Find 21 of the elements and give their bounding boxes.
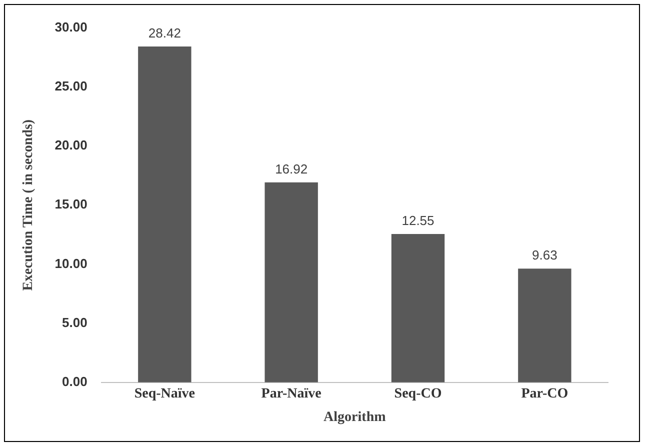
y-tick-label: 30.00 xyxy=(54,19,88,34)
y-tick-label: 25.00 xyxy=(54,78,88,94)
y-axis-title: Execution Time ( in seconds) xyxy=(21,119,36,291)
y-tick-label: 20.00 xyxy=(54,138,88,153)
bar xyxy=(518,268,572,382)
x-tick-label: Par-CO xyxy=(521,386,568,402)
x-tick-label: Seq-CO xyxy=(394,386,442,402)
data-label: 9.63 xyxy=(532,248,558,263)
x-axis-title: Algorithm xyxy=(324,410,386,426)
data-label: 16.92 xyxy=(275,161,308,176)
x-tick-label: Seq-Naïve xyxy=(134,386,195,402)
data-label: 12.55 xyxy=(402,213,434,228)
bar xyxy=(391,234,445,382)
bar xyxy=(138,46,192,382)
y-tick-label: 5.00 xyxy=(62,314,88,330)
y-tick-label: 15.00 xyxy=(54,196,88,212)
bar xyxy=(264,182,318,382)
data-label: 28.42 xyxy=(148,26,181,41)
x-tick-label: Par-Naïve xyxy=(261,386,322,402)
y-tick-label: 0.00 xyxy=(62,374,88,389)
y-tick-label: 10.00 xyxy=(54,256,88,271)
